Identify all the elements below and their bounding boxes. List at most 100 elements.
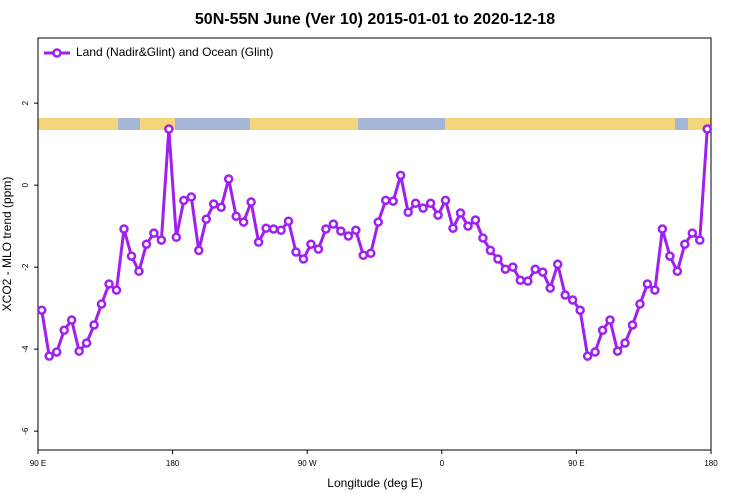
point [74, 346, 84, 356]
point [231, 211, 241, 222]
y-tick-label: -6 [21, 427, 30, 435]
point [36, 305, 47, 315]
point [268, 224, 279, 234]
point [336, 226, 346, 236]
point [238, 217, 249, 227]
point [298, 254, 309, 264]
y-tick-label: 0 [21, 182, 30, 187]
point [313, 244, 324, 254]
point [164, 124, 174, 134]
point [687, 228, 698, 238]
point [463, 221, 473, 231]
point [66, 315, 77, 325]
point [276, 225, 286, 236]
point [575, 305, 585, 315]
point [246, 197, 256, 207]
point [552, 259, 563, 270]
map-strip [38, 118, 711, 130]
point [485, 245, 496, 256]
point [343, 231, 354, 241]
point [455, 208, 466, 218]
x-tick-label: 0 [440, 459, 445, 468]
point [440, 195, 451, 206]
point [328, 219, 339, 229]
point [253, 237, 264, 247]
point [179, 195, 189, 206]
x-tick-label: 90 E [30, 459, 46, 468]
point [478, 233, 488, 243]
point [373, 217, 383, 227]
point [141, 239, 152, 249]
point [545, 283, 555, 293]
point [380, 195, 391, 206]
x-tick-label: 90 E [568, 459, 584, 468]
point [665, 251, 675, 261]
point [216, 202, 226, 213]
point [672, 266, 683, 277]
point [627, 320, 638, 330]
point [650, 285, 660, 295]
point [134, 266, 144, 277]
x-tick-label: 90 W [298, 459, 317, 468]
x-axis-label: Longitude (deg E) [327, 476, 422, 490]
point [171, 232, 182, 242]
point [223, 174, 234, 184]
point [605, 315, 615, 325]
point [89, 320, 99, 330]
point [283, 216, 294, 226]
point [470, 215, 481, 225]
point [538, 267, 548, 277]
chart-title: 50N-55N June (Ver 10) 2015-01-01 to 2020… [195, 11, 555, 28]
legend-marker [52, 48, 62, 58]
point [261, 223, 271, 233]
point [44, 351, 54, 361]
point [515, 275, 526, 286]
point [51, 347, 62, 357]
point [156, 235, 167, 245]
point [201, 214, 211, 224]
point [500, 264, 511, 274]
point [388, 196, 398, 206]
point [695, 235, 705, 245]
point [612, 346, 623, 356]
point [96, 299, 107, 309]
point [597, 325, 608, 336]
point [448, 223, 458, 233]
y-tick-label: -4 [21, 345, 30, 353]
point [59, 325, 69, 336]
point [321, 224, 331, 234]
point [208, 199, 219, 209]
point [149, 228, 159, 238]
point [582, 351, 593, 361]
point [306, 239, 316, 249]
point [104, 279, 114, 289]
point [560, 290, 570, 300]
point [702, 124, 713, 134]
point [81, 338, 92, 348]
point [119, 224, 129, 234]
point [523, 276, 533, 286]
point [433, 210, 443, 220]
point [620, 338, 630, 348]
point [493, 254, 503, 264]
point [291, 247, 301, 257]
point [642, 279, 653, 289]
point [111, 285, 122, 295]
point [418, 203, 428, 213]
point [530, 264, 541, 274]
point [395, 170, 406, 181]
point [403, 207, 413, 217]
point [126, 251, 137, 261]
point [410, 198, 421, 208]
y-tick-label: 2 [21, 100, 30, 105]
legend-label: Land (Nadir&Glint) and Ocean (Glint) [76, 45, 273, 59]
y-axis-label: XCO2 - MLO trend (ppm) [0, 177, 14, 312]
point [425, 198, 436, 208]
point [366, 248, 376, 258]
x-tick-label: 180 [704, 459, 718, 468]
point [657, 224, 668, 234]
x-tick-label: 180 [166, 459, 180, 468]
point [590, 347, 600, 357]
point [194, 245, 204, 256]
